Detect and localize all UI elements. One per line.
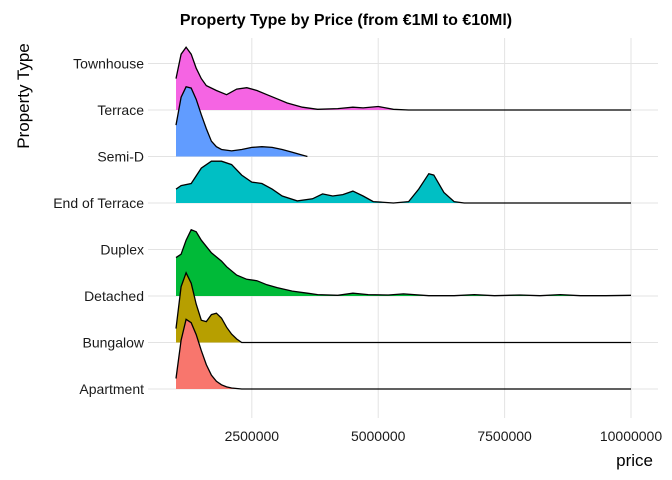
ridge-outline — [175, 318, 631, 390]
y-tick-label: Townhouse — [73, 56, 144, 72]
chart-title: Property Type by Price (from €1Ml to €10… — [180, 12, 512, 29]
x-axis-label: price — [616, 451, 653, 470]
ridge-fill — [176, 319, 242, 389]
y-axis-label: Property Type — [14, 43, 33, 149]
x-tick-label: 5000000 — [351, 428, 406, 444]
ridges — [175, 46, 632, 390]
x-tick-label: 7500000 — [477, 428, 532, 444]
ridge-fill — [176, 161, 631, 203]
ridge-fill — [176, 229, 631, 296]
ridge-outline — [175, 46, 631, 111]
ridge-fill — [176, 86, 308, 157]
ridge-outline — [175, 228, 632, 297]
y-tick-label: End of Terrace — [53, 195, 144, 211]
x-tick-labels: 2500000 5000000 7500000 10000000 — [225, 428, 663, 444]
x-tick-label: 2500000 — [225, 428, 280, 444]
ridge-end-of-terrace — [175, 160, 631, 204]
y-tick-label: Terrace — [97, 102, 144, 118]
ridge-fill — [176, 47, 631, 110]
ridge-outline — [175, 160, 631, 204]
ridge-detached — [175, 228, 632, 297]
ridge-terrace — [175, 46, 631, 111]
x-tick-label: 10000000 — [600, 428, 663, 444]
y-tick-label: Semi-D — [97, 149, 144, 165]
ridge-outline — [175, 271, 631, 344]
y-tick-label: Apartment — [79, 381, 144, 397]
y-tick-label: Detached — [84, 288, 144, 304]
ridge-semi-d — [175, 86, 308, 158]
ridge-outline — [175, 86, 308, 158]
y-tick-labels: Apartment Bungalow Detached Duplex End of Te… — [53, 56, 145, 398]
ridge-apartment — [175, 318, 631, 390]
y-tick-label: Duplex — [100, 242, 144, 258]
y-tick-label: Bungalow — [83, 335, 145, 351]
